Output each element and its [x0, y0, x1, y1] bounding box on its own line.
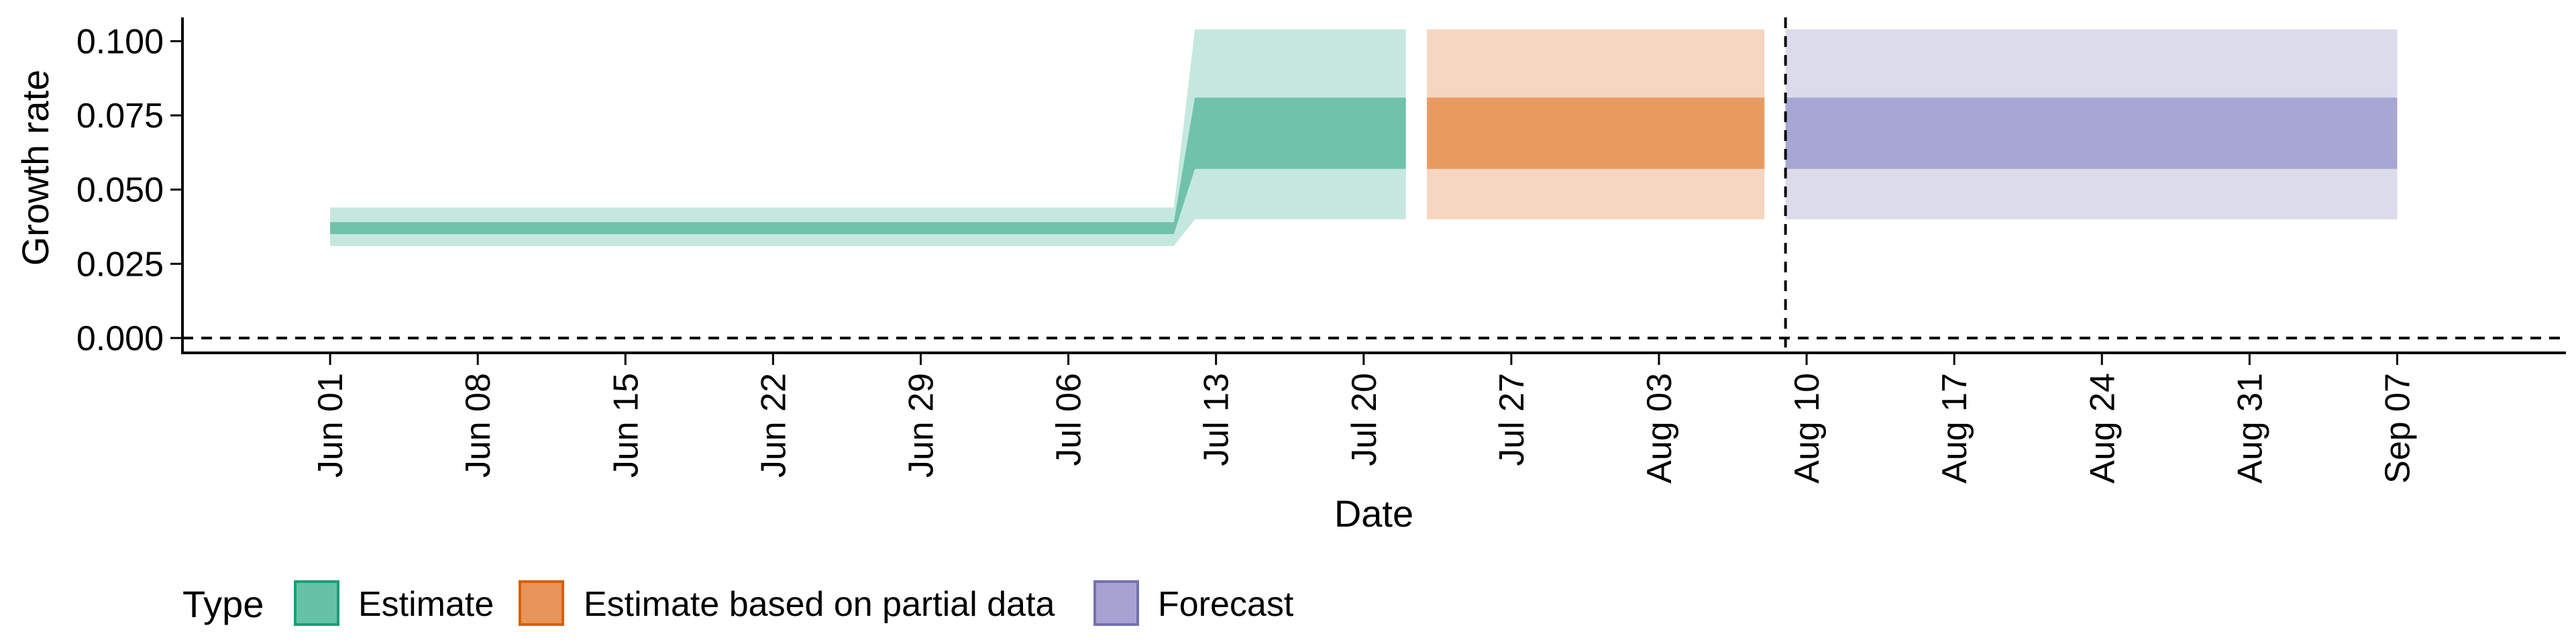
x-tick-label: Aug 24	[2083, 373, 2122, 484]
x-tick-label: Jun 08	[459, 373, 498, 478]
x-tick-label: Jul 27	[1493, 373, 1532, 466]
y-axis-title: Growth rate	[14, 70, 56, 266]
y-tick-label: 0.075	[76, 97, 164, 136]
estimate-based-on-partial-data-legend-key	[519, 580, 564, 626]
x-tick-label: Aug 31	[2231, 373, 2269, 484]
x-tick-label: Aug 03	[1640, 373, 1679, 484]
x-tick-label: Jun 15	[606, 373, 645, 478]
forecast-inner-band	[1785, 97, 2398, 169]
estimate-based-on-partial-data-inner-band	[1427, 97, 1765, 169]
y-axis-ticks: 0.000 0.025 0.050 0.075 0.100	[76, 22, 182, 358]
x-tick-label: Jul 20	[1345, 373, 1384, 466]
y-tick-label: 0.025	[76, 245, 164, 284]
estimate-legend-label: Estimate	[358, 585, 494, 624]
x-axis-ticks: Jun 01 Jun 08 Jun 15 Jun 22 Jun 29 Jul 06 Jul …	[311, 353, 2418, 484]
x-tick-label: Jun 01	[311, 373, 350, 478]
y-tick-label: 0.000	[76, 319, 164, 358]
y-tick-label: 0.100	[76, 22, 164, 61]
x-tick-label: Jul 13	[1197, 373, 1236, 466]
x-tick-label: Aug 17	[1935, 373, 1974, 484]
legend-title: Type	[182, 583, 264, 625]
x-tick-label: Jul 06	[1050, 373, 1089, 466]
x-tick-label: Sep 07	[2379, 373, 2418, 484]
reference-lines	[182, 17, 2566, 353]
x-tick-label: Jun 22	[754, 373, 793, 478]
x-tick-label: Jun 29	[902, 373, 941, 478]
x-axis-title: Date	[1334, 492, 1413, 535]
axes	[181, 17, 2566, 354]
legend: Type Estimate Estimate based on partial d…	[182, 580, 1294, 626]
forecast-legend-key	[1093, 580, 1139, 626]
estimate-based-on-partial-data-legend-label: Estimate based on partial data	[584, 585, 1055, 624]
x-tick-label: Aug 10	[1788, 373, 1827, 484]
y-tick-label: 0.050	[76, 171, 164, 210]
forecast-legend-label: Forecast	[1158, 585, 1294, 624]
estimate-inner-band	[330, 97, 1406, 234]
ribbons	[330, 29, 2398, 246]
estimate-legend-key	[294, 580, 339, 626]
